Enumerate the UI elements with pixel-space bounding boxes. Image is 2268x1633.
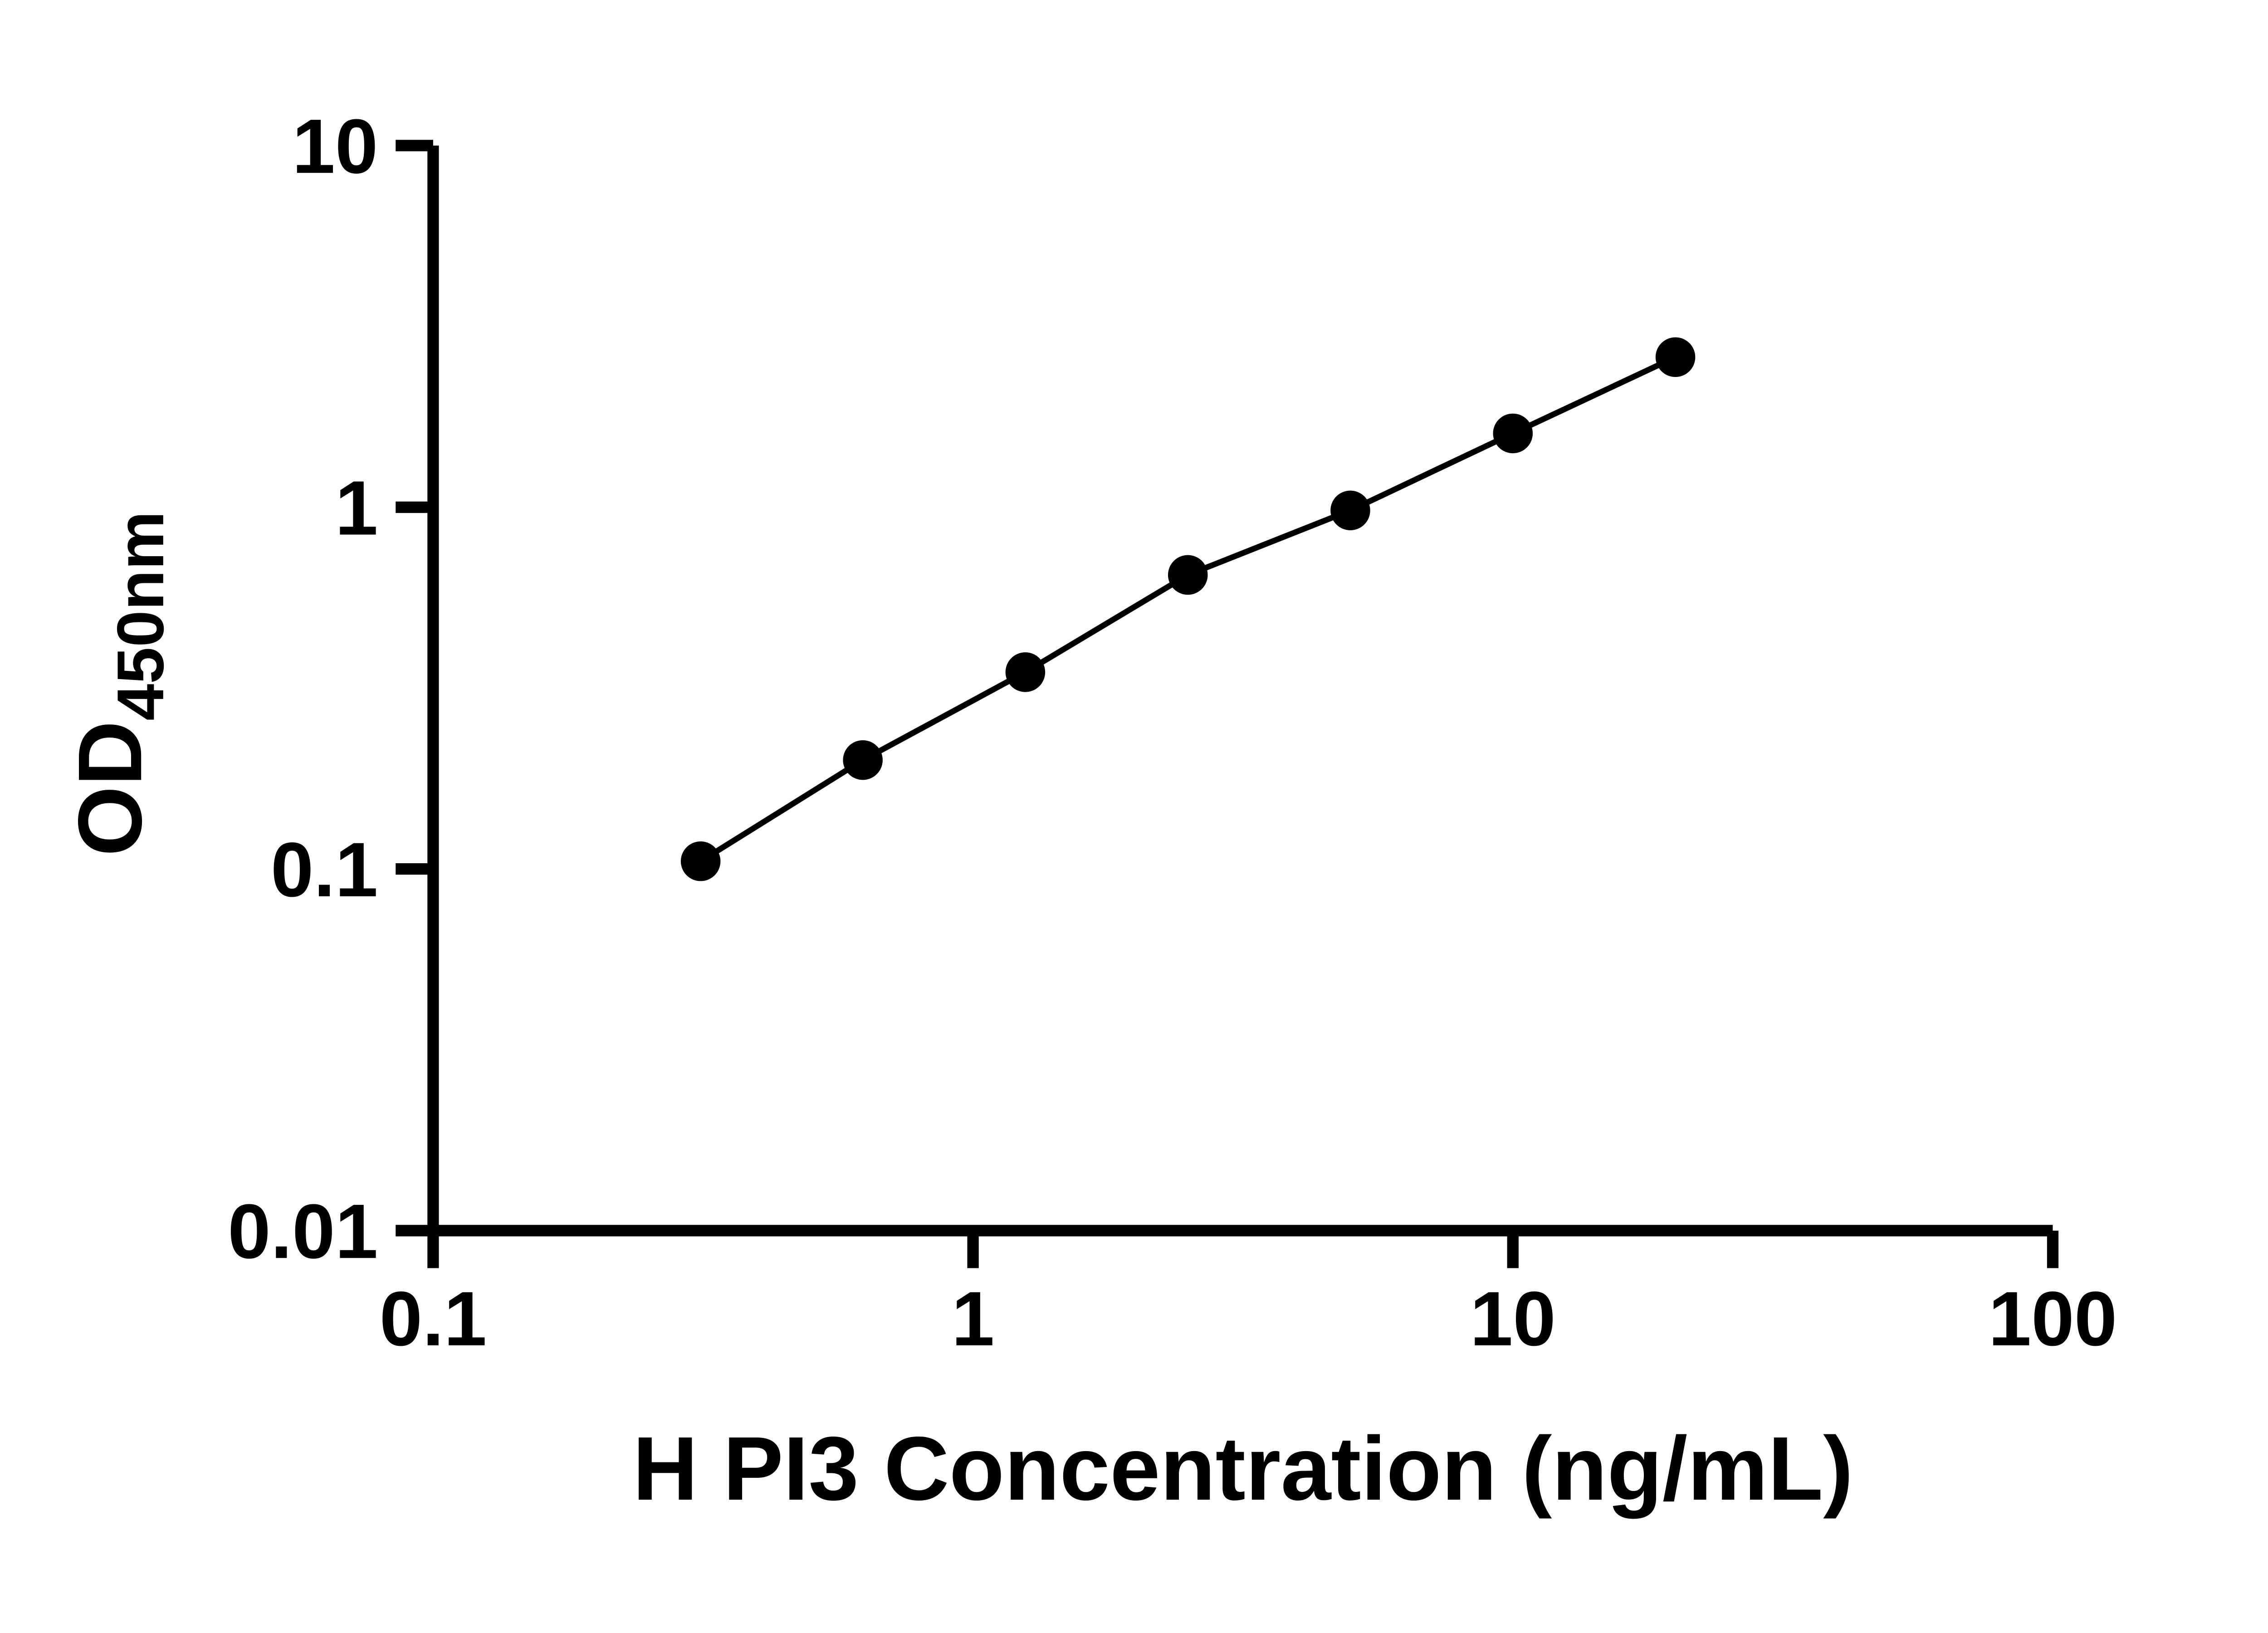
data-point [1330, 490, 1370, 530]
y-tick-label: 0.1 [271, 827, 378, 913]
data-point [1005, 652, 1046, 692]
x-tick-label: 10 [1470, 1276, 1556, 1362]
x-tick-label: 0.1 [380, 1276, 487, 1362]
data-point [680, 841, 721, 881]
x-axis-title: H PI3 Concentration (ng/mL) [633, 1418, 1853, 1519]
data-point [1493, 413, 1533, 454]
axes-frame [427, 145, 2053, 1237]
y-tick-label: 1 [335, 465, 378, 552]
elisa-standard-curve: 0.01 0.1 1 10 0.1 1 10 100 H PI3 Concentration (… [60, 103, 2117, 1520]
data-point [843, 740, 883, 780]
y-axis-title: OD450nm [60, 511, 177, 856]
x-tick-label: 1 [952, 1276, 995, 1362]
y-tick-label: 10 [292, 103, 378, 190]
data-point [1655, 337, 1696, 377]
y-tick-label: 0.01 [228, 1188, 378, 1275]
y-axis-title-main: OD [60, 721, 161, 856]
data-point [1168, 555, 1208, 595]
x-tick-label: 100 [1989, 1276, 2117, 1362]
y-axis-title-sub: 450nm [103, 511, 177, 721]
